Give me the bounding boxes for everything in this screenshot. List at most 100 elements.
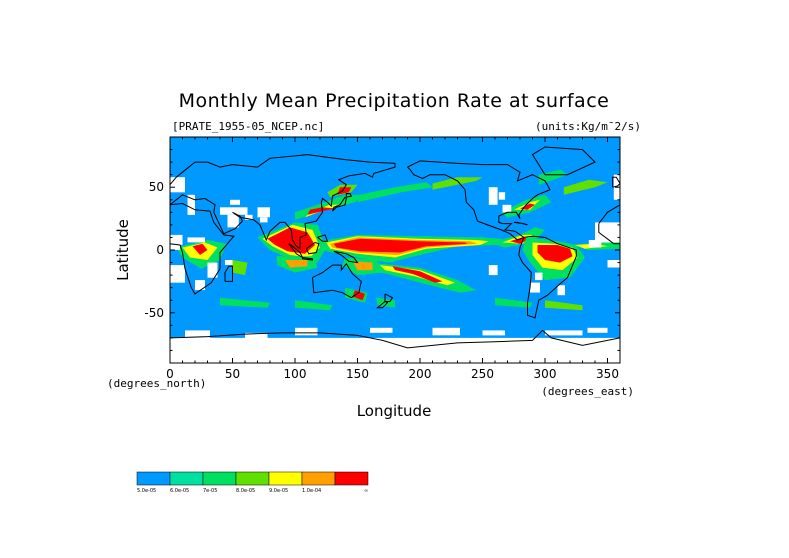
colorbar-label: 7e-05 <box>203 488 217 494</box>
missing-data-cell <box>557 285 565 296</box>
missing-data-cell <box>185 330 210 338</box>
missing-data-cell <box>245 332 268 341</box>
colorbar-swatch <box>235 471 270 486</box>
units-label: (units:Kg/m¯2/s) <box>535 120 641 133</box>
precip-region <box>192 243 208 255</box>
x-axis: 0 50 100 150 200 250 300 350 <box>166 137 619 381</box>
precip-region <box>352 290 365 301</box>
colorbar-label: 1.0e-04 <box>302 488 321 494</box>
missing-data-cell <box>530 282 540 293</box>
colorbar-label: 5.0e-05 <box>137 488 156 494</box>
missing-data-cell <box>227 214 239 228</box>
coastline <box>612 176 620 188</box>
precip-region <box>232 260 248 276</box>
coastline <box>332 196 347 212</box>
missing-data-cell <box>482 330 505 336</box>
x-tick-label: 350 <box>596 367 619 381</box>
y-tick-label: 50 <box>149 180 164 194</box>
missing-data-cell <box>195 280 205 291</box>
precip-region <box>333 238 468 253</box>
missing-data-cell <box>432 327 460 336</box>
missing-data-cell <box>170 234 183 245</box>
missing-data-cell <box>225 260 233 265</box>
precip-region <box>563 179 608 195</box>
missing-data-cell <box>187 194 195 215</box>
coastline <box>302 257 313 261</box>
file-label: [PRATE_1955-05_NCEP.nc] <box>172 120 324 133</box>
coastline <box>513 221 528 226</box>
coastline <box>170 202 235 295</box>
colorbar-swatch <box>268 471 303 486</box>
coastline <box>317 234 329 242</box>
x-tick-label: 300 <box>534 367 557 381</box>
coastline <box>345 193 353 198</box>
missing-data-cell <box>170 337 620 363</box>
coastline <box>305 241 320 255</box>
colorbar-label: ∞ <box>364 488 368 494</box>
precip-region <box>267 227 315 254</box>
missing-data-cell <box>498 192 506 200</box>
missing-data-cell <box>370 327 393 333</box>
missing-data-cell <box>295 327 318 336</box>
coastline <box>598 204 620 224</box>
coastline <box>598 223 620 245</box>
missing-data-cell <box>488 187 498 205</box>
coastline <box>224 265 233 282</box>
x-tick-label: 200 <box>409 367 432 381</box>
missing-data-cell <box>588 240 602 248</box>
missing-data-cell <box>502 204 512 213</box>
missing-data-cell <box>488 265 498 276</box>
x-tick-label: 250 <box>471 367 494 381</box>
missing-data-cell <box>260 217 268 223</box>
missing-data-cell <box>170 265 185 283</box>
y-axis-title: Latitude <box>114 219 132 281</box>
missing-data-cell <box>587 327 608 333</box>
coastline <box>518 235 577 319</box>
precip-region <box>307 207 335 215</box>
missing-data-cell <box>245 214 253 220</box>
x-unit-label: (degrees_east) <box>541 385 634 398</box>
coastline <box>407 160 551 241</box>
x-tick-label: 100 <box>284 367 307 381</box>
colorbar-swatch <box>334 471 369 486</box>
x-tick-label: 0 <box>166 367 174 381</box>
colorbar-swatch <box>136 471 171 486</box>
precip-region <box>537 245 573 263</box>
coastline <box>170 329 620 349</box>
coastline <box>288 243 304 259</box>
x-axis-title: Longitude <box>357 402 432 420</box>
precip-region <box>305 204 345 218</box>
missing-data-cell <box>607 260 620 268</box>
precip-region <box>285 260 308 268</box>
colorbar-swatch <box>169 471 204 486</box>
missing-data-cell <box>187 237 205 243</box>
coastline <box>531 146 596 176</box>
precip-region <box>538 169 568 185</box>
coastline <box>312 262 362 299</box>
y-unit-label: (degrees_north) <box>107 377 206 390</box>
coastline <box>170 154 396 250</box>
colorbar-label: 9.0e-05 <box>269 488 288 494</box>
missing-data-cell <box>545 330 583 336</box>
y-tick-label: -50 <box>144 306 164 320</box>
colorbar-label: 8.0e-05 <box>236 488 255 494</box>
precip-region <box>220 297 270 308</box>
precip-region <box>495 297 533 308</box>
precip-region <box>392 266 443 283</box>
coastline <box>376 301 389 309</box>
missing-data-cell <box>170 245 180 250</box>
precip-region <box>545 300 583 311</box>
missing-data-cell <box>220 207 248 215</box>
colorbar-swatch <box>202 471 237 486</box>
missing-data-cell <box>535 272 543 281</box>
missing-data-cell <box>257 207 270 218</box>
colorbar-label: 6.0e-05 <box>170 488 189 494</box>
colorbar: 5.0e-05 6.0e-05 7e-05 8.0e-05 9.0e-05 1.0e-04… <box>136 471 369 494</box>
y-tick-label: 0 <box>156 243 164 257</box>
coastline <box>384 293 394 302</box>
precip-region <box>357 182 433 203</box>
x-tick-label: 150 <box>346 367 369 381</box>
colorbar-swatch <box>301 471 336 486</box>
coastline <box>333 250 359 264</box>
precip-region <box>337 187 352 195</box>
